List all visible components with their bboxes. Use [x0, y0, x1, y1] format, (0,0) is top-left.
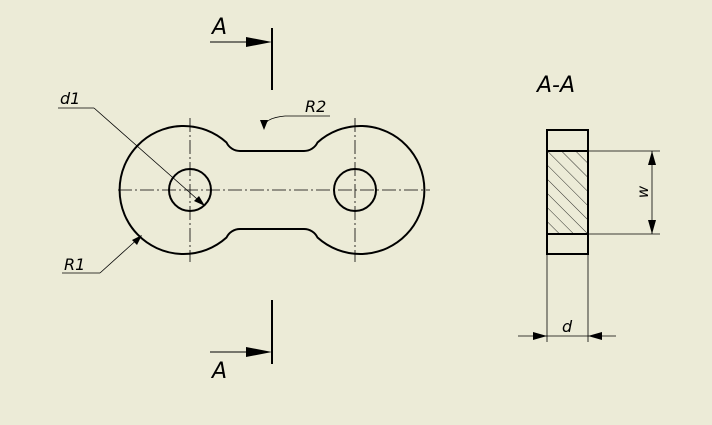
section-marker-top: A — [210, 15, 273, 90]
hatched-region — [547, 151, 588, 234]
label-r1: R1 — [64, 255, 85, 274]
section-view: A-A w d — [518, 73, 660, 342]
label-w: w — [634, 185, 652, 198]
dimension-d: d — [518, 254, 616, 342]
section-outline — [546, 129, 589, 255]
label-d1: d1 — [60, 89, 80, 108]
part-front-view — [118, 118, 430, 262]
section-view-title: A-A — [535, 73, 575, 98]
label-d: d — [562, 317, 573, 336]
dimension-w: w — [588, 150, 660, 235]
section-letter-top: A — [210, 15, 227, 40]
dimension-d1: d1 — [58, 89, 206, 207]
section-letter-bottom: A — [210, 359, 227, 384]
dimension-r1: R1 — [62, 235, 142, 274]
label-r2: R2 — [305, 97, 326, 116]
part-outline — [118, 125, 426, 255]
section-marker-bottom: A — [210, 300, 273, 384]
dimension-r2: R2 — [260, 97, 330, 130]
